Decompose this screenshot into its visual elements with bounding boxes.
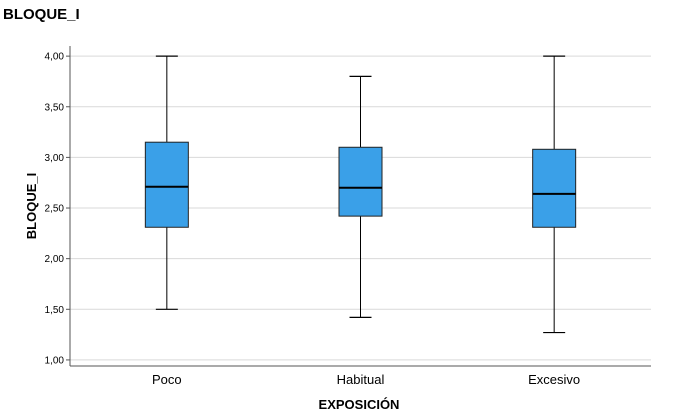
y-tick-label: 4,00	[45, 52, 65, 63]
x-axis-title: EXPOSICIÓN	[319, 397, 400, 412]
y-tick-label: 1,00	[45, 355, 65, 366]
box-habitual	[338, 75, 383, 318]
iqr-box	[338, 146, 383, 217]
y-tick-label: 2,00	[45, 254, 65, 265]
y-axis-title: BLOQUE_I	[24, 173, 39, 239]
y-tick-label: 2,50	[45, 204, 65, 215]
y-tick-label: 3,00	[45, 153, 65, 164]
axes	[69, 46, 651, 367]
iqr-box	[144, 141, 189, 228]
x-category-labels: Poco Habitual Excesivo	[152, 372, 580, 387]
y-tick-labels: 1,00 1,50 2,00 2,50 3,00 3,50 4,00	[45, 52, 65, 367]
boxes	[144, 55, 577, 334]
chart-title: BLOQUE_I	[3, 6, 80, 23]
y-tick-label: 3,50	[45, 102, 65, 113]
x-category-label: Excesivo	[528, 372, 580, 387]
x-category-label: Poco	[152, 372, 182, 387]
box-poco	[144, 55, 189, 310]
box-excesivo	[532, 55, 577, 334]
x-category-label: Habitual	[337, 372, 385, 387]
y-tick-label: 1,50	[45, 305, 65, 316]
iqr-box	[532, 148, 577, 228]
